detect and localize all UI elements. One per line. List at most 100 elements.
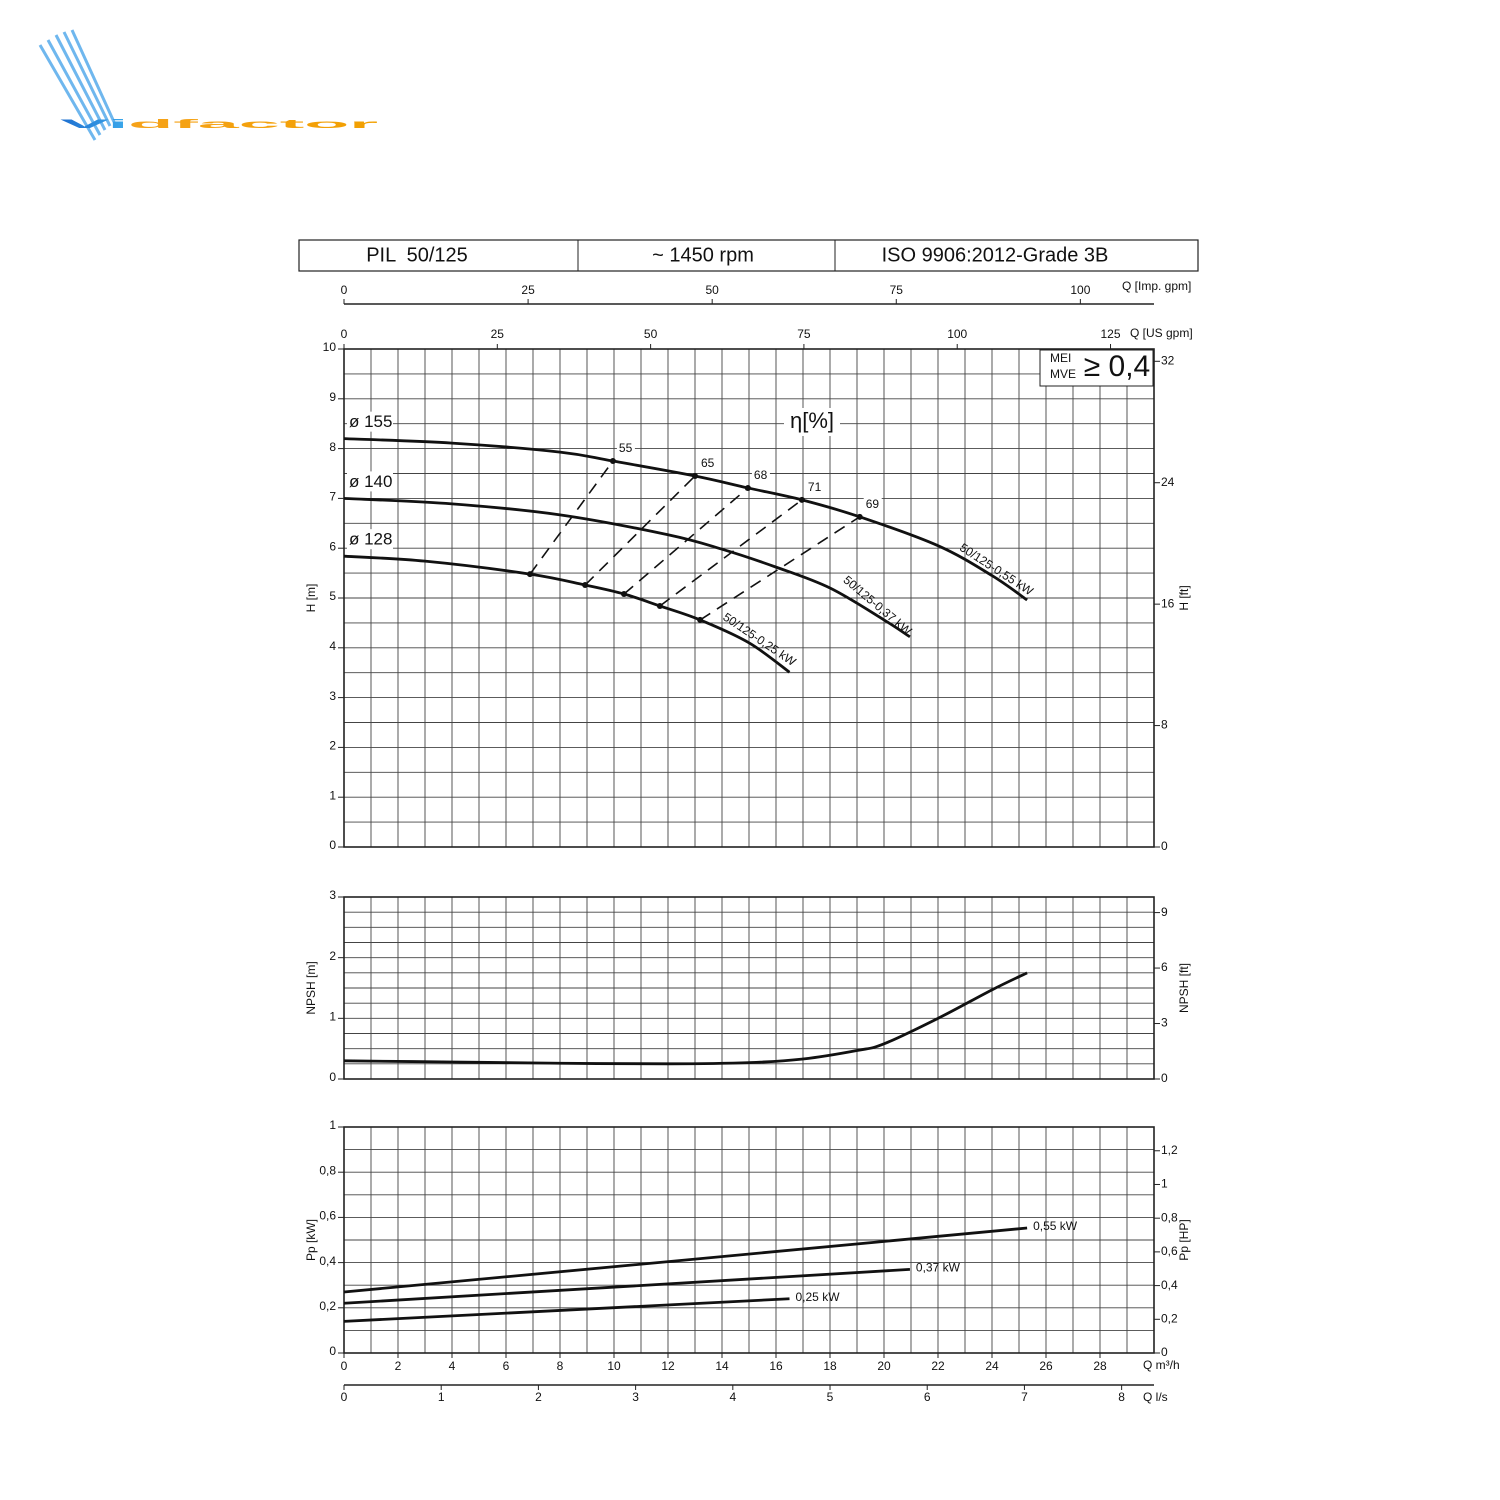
y-tick-label: 5 [329, 589, 336, 603]
label-bg [805, 480, 824, 495]
mei-value: ≥ 0,4 [1084, 350, 1151, 383]
logo: Vidfactor [38, 29, 380, 141]
y2-tick-label: 0 [1161, 839, 1168, 853]
mei-box [1039, 349, 1154, 387]
y2-axis-label: NPSH [ft] [1177, 963, 1191, 1013]
y-tick-label: 0 [329, 1070, 336, 1084]
efficiency-label: 71 [808, 480, 822, 494]
axis-tick-label: 25 [491, 327, 505, 341]
y2-tick-label: 1,2 [1161, 1143, 1178, 1157]
x-tick-label: 20 [877, 1359, 891, 1373]
axis-tick-label: 3 [632, 1390, 639, 1404]
label-bg [784, 408, 840, 436]
y-tick-label: 0 [329, 1344, 336, 1358]
y2-axis-label: H [ft] [1177, 585, 1191, 610]
x-tick-label: 12 [661, 1359, 675, 1373]
y-tick-label: 4 [329, 639, 336, 653]
y2-tick-label: 24 [1161, 475, 1175, 489]
series-line [343, 497, 911, 639]
logo-text: Vidfactor [60, 117, 380, 131]
series-label: 50/125-0,25 kW [720, 610, 799, 669]
y2-tick-label: 0 [1161, 1071, 1168, 1085]
y-tick-label: 7 [329, 490, 336, 504]
series-line [343, 1297, 790, 1323]
plot-frame [343, 896, 1155, 1080]
y-axis-label: NPSH [m] [304, 961, 318, 1014]
header-cell: ~ 1450 rpm [652, 244, 754, 266]
axis-tick-label: 5 [827, 1390, 834, 1404]
header-cell: PIL 50/125 [366, 244, 468, 266]
axis-label: Q l/s [1143, 1390, 1168, 1404]
logo-wing [38, 29, 116, 141]
y-tick-label: 0 [329, 838, 336, 852]
series-label: 0,55 kW [1033, 1219, 1078, 1233]
axis-tick-label: 100 [947, 327, 967, 341]
series-label: 50/125-0,37 kW [841, 573, 915, 639]
y2-tick-label: 8 [1161, 718, 1168, 732]
y-axis-label: Pp [kW] [304, 1219, 318, 1261]
efficiency-line [623, 487, 749, 595]
efficiency-title: η[%] [790, 408, 834, 433]
y-tick-label: 1 [329, 788, 336, 802]
axis-tick-label: 75 [890, 283, 904, 297]
axis-tick-label: 50 [644, 327, 658, 341]
x-tick-label: 16 [769, 1359, 783, 1373]
axis-tick-label: 50 [706, 283, 720, 297]
axis-label: Q [Imp. gpm] [1122, 279, 1191, 293]
y2-tick-label: 16 [1161, 596, 1175, 610]
y-tick-label: 1 [329, 1010, 336, 1024]
x-tick-label: 18 [823, 1359, 837, 1373]
series-label: 50/125-0,55 kW [957, 540, 1036, 598]
y-tick-label: 9 [329, 390, 336, 404]
y2-axis-label: Pp [HP] [1177, 1219, 1191, 1260]
y-tick-label: 0,6 [319, 1209, 336, 1223]
efficiency-label: 68 [754, 468, 768, 482]
axis-tick-label: 100 [1070, 283, 1090, 297]
axis-tick-label: 0 [341, 327, 348, 341]
chart: 0 1 2 3 4 5 6 7 8 9 10 0 8 16 24 32 H [m] H [ft] η[%] 55 65 6… [304, 340, 1191, 853]
label-bg [616, 442, 635, 457]
x-tick-label: 6 [503, 1359, 510, 1373]
y-tick-label: 3 [329, 689, 336, 703]
x-tick-label: 4 [449, 1359, 456, 1373]
axis-label: Q [US gpm] [1130, 326, 1193, 340]
y-tick-label: 10 [323, 340, 337, 354]
axis-tick-label: 2 [535, 1390, 542, 1404]
mei-label: MEI [1050, 351, 1071, 365]
axis-tick-label: 125 [1101, 327, 1121, 341]
diameter-label: ø 140 [349, 472, 392, 491]
label-bg [699, 456, 717, 471]
y-tick-label: 0,4 [319, 1254, 336, 1268]
y2-tick-label: 1 [1161, 1177, 1168, 1191]
series-line [343, 971, 1028, 1066]
y-axis-label: H [m] [304, 584, 318, 613]
series-line [343, 437, 1028, 602]
axis-tick-label: 0 [341, 283, 348, 297]
y2-tick-label: 3 [1161, 1016, 1168, 1030]
y2-tick-label: 0 [1161, 1345, 1168, 1359]
x-tick-label: 2 [395, 1359, 402, 1373]
chart: 0 1 2 3 0 3 6 9 NPSH [m] NPSH [ft] [304, 888, 1191, 1085]
header-frame [298, 239, 1199, 272]
y2-tick-label: 0,8 [1161, 1210, 1178, 1224]
efficiency-label: 65 [701, 456, 715, 470]
x-axis-label: Q m³/h [1143, 1358, 1180, 1372]
axis-tick-label: 0 [341, 1390, 348, 1404]
y2-tick-label: 9 [1161, 905, 1168, 919]
series-label: 0,25 kW [796, 1290, 841, 1304]
y2-tick-label: 32 [1161, 353, 1175, 367]
axis-tick-label: 6 [924, 1390, 931, 1404]
label-bg [347, 411, 393, 432]
x-tick-label: 26 [1039, 1359, 1053, 1373]
series-line [343, 1226, 1028, 1294]
axis-tick-label: 4 [729, 1390, 736, 1404]
y-tick-label: 0,8 [319, 1163, 336, 1177]
efficiency-label: 69 [866, 497, 880, 511]
label-bg [863, 497, 882, 512]
y-tick-label: 0,2 [319, 1299, 336, 1313]
x-tick-label: 28 [1093, 1359, 1107, 1373]
diameter-label: ø 155 [349, 412, 392, 431]
x-tick-label: 8 [557, 1359, 564, 1373]
